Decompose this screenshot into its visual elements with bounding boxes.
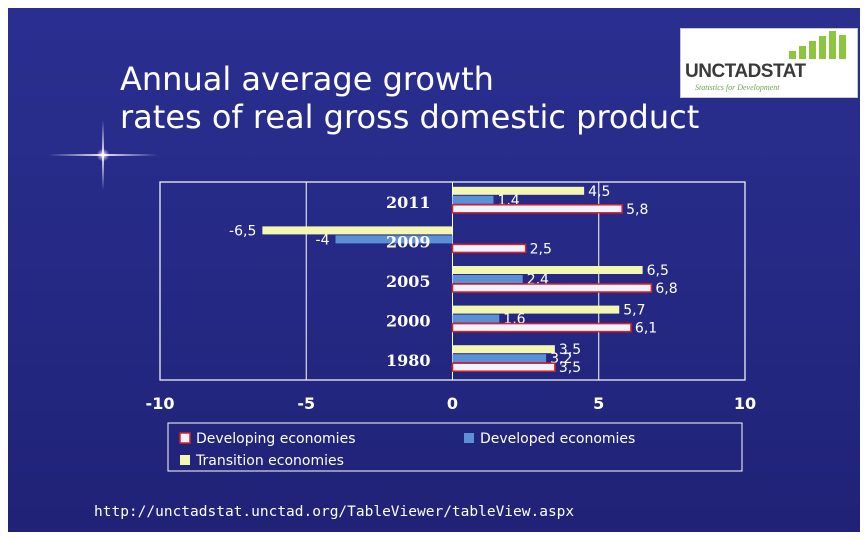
x-tick-label: 0: [447, 394, 458, 413]
bar-developed: [452, 275, 523, 283]
legend-label: Transition economies: [195, 453, 344, 469]
logo-bar-mark: [809, 41, 816, 59]
bar-transition: [452, 186, 585, 195]
bar-developed: [452, 354, 547, 363]
slide: Annual average growth rates of real gros…: [8, 8, 860, 532]
category-label: 2000: [386, 312, 431, 331]
bar-transition: [452, 305, 620, 314]
category-label: 1980: [386, 351, 431, 370]
data-label: 3,5: [559, 342, 581, 358]
x-tick-label: 5: [593, 394, 604, 413]
data-label: 6,1: [635, 321, 657, 337]
bar-developing: [451, 322, 632, 333]
data-label: 3,2: [550, 351, 572, 367]
data-label: -6,5: [229, 223, 256, 239]
unctadstat-logo: UNCTADSTAT Statistics for Development: [680, 28, 858, 98]
sparkle-center: [97, 149, 109, 161]
bar-transition: [452, 266, 643, 274]
bar-developed: [335, 235, 453, 244]
logo-bar-mark: [789, 51, 796, 59]
legend-box: [167, 422, 743, 472]
bar-developed: [452, 195, 494, 204]
data-label: 6,8: [655, 281, 677, 297]
bar-developing: [451, 243, 527, 254]
data-label: 3,5: [559, 360, 581, 376]
logo-bar-mark: [819, 36, 826, 59]
bar-transition: [452, 345, 555, 354]
bar-transition: [262, 226, 453, 235]
bar-developed: [452, 314, 500, 323]
logo-bar-mark: [829, 31, 836, 59]
data-label: 4,5: [588, 184, 610, 200]
x-tick-label: -10: [146, 394, 175, 413]
data-label: 5,7: [623, 303, 645, 319]
category-label: 2011: [386, 193, 431, 212]
data-label: -4: [316, 232, 330, 248]
bar-developing: [451, 283, 653, 293]
bar-developing: [451, 204, 623, 214]
title-line-2: rates of real gross domestic product: [120, 98, 700, 136]
x-tick-label: -5: [297, 394, 315, 413]
slide-title: Annual average growth rates of real gros…: [120, 60, 720, 136]
legend-swatch: [464, 433, 474, 443]
logo-text: UNCTADSTAT: [685, 61, 806, 82]
legend-swatch: [179, 432, 191, 444]
legend-swatch: [180, 455, 190, 465]
logo-bar-mark: [839, 35, 846, 59]
data-label: 5,8: [626, 202, 648, 218]
bar-developing: [451, 362, 556, 372]
legend-label: Developed economies: [480, 431, 635, 447]
data-label: 2,5: [530, 241, 552, 257]
logo-bar-mark: [799, 46, 806, 59]
source-url: http://unctadstat.unctad.org/TableViewer…: [94, 504, 575, 520]
category-label: 2005: [386, 272, 431, 291]
data-label: 6,5: [647, 263, 669, 279]
logo-tagline: Statistics for Development: [695, 83, 780, 92]
category-label: 2009: [386, 232, 431, 251]
title-line-1: Annual average growth: [120, 60, 494, 98]
x-tick-label: 10: [734, 394, 756, 413]
legend-label: Developing economies: [196, 431, 355, 447]
